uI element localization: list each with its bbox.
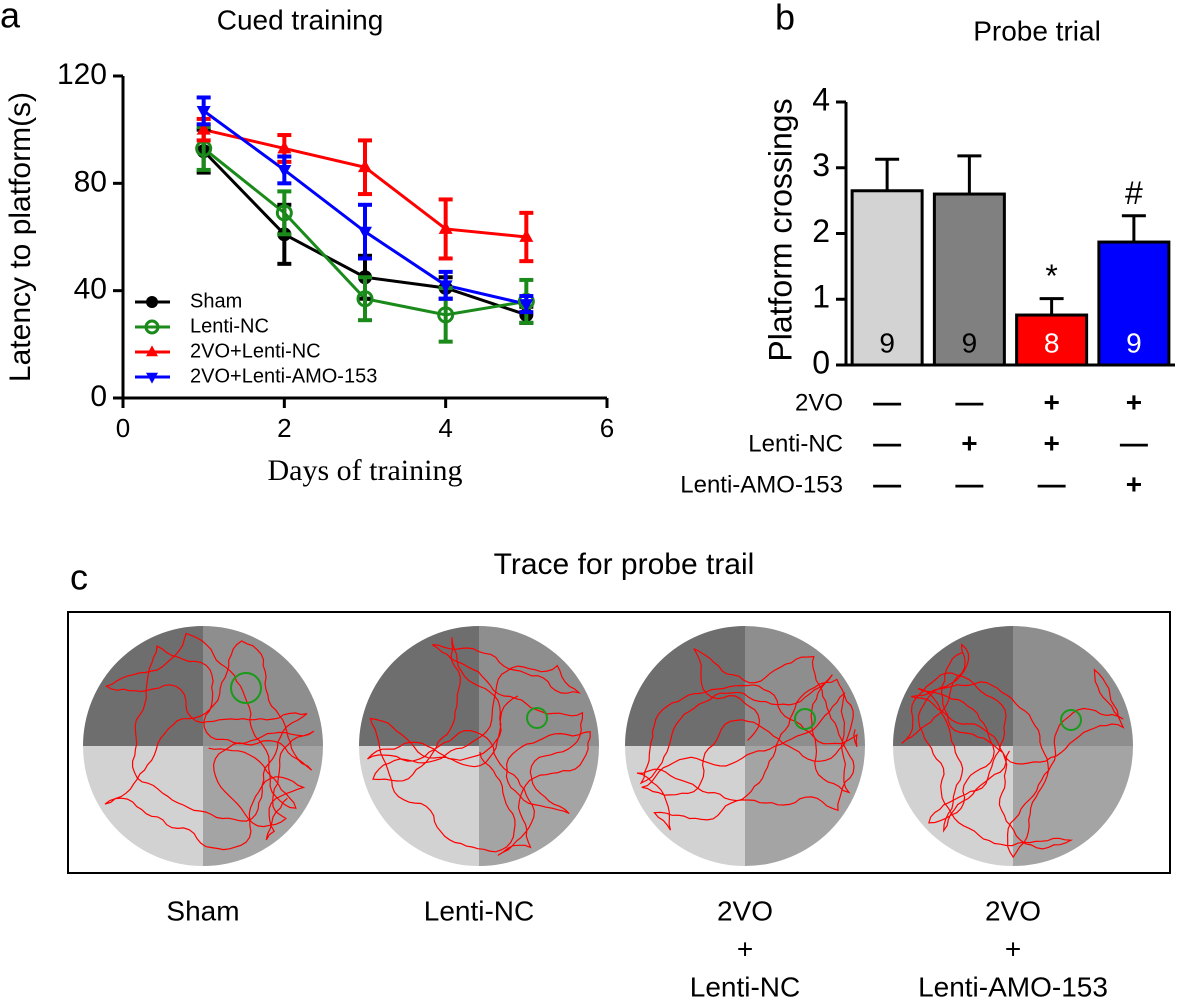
trace-caption: + bbox=[737, 933, 753, 964]
marker bbox=[146, 296, 158, 308]
trace-caption: + bbox=[1005, 933, 1021, 964]
marker bbox=[437, 306, 455, 324]
treatment-sign: — bbox=[873, 468, 901, 499]
platform bbox=[230, 672, 262, 704]
marker bbox=[438, 280, 453, 293]
trace-caption: Lenti-AMO-153 bbox=[918, 971, 1108, 1002]
x-axis-title: Days of training bbox=[268, 454, 463, 487]
n-label: 8 bbox=[1044, 327, 1060, 358]
marker bbox=[196, 105, 211, 119]
panel-label: b bbox=[775, 0, 795, 38]
trace-image bbox=[83, 626, 323, 866]
y-tick-label: 2 bbox=[812, 213, 830, 249]
swim-trace bbox=[901, 643, 1125, 859]
marker bbox=[438, 221, 453, 234]
trace-caption: 2VO bbox=[985, 895, 1041, 926]
y-tick-label: 40 bbox=[74, 273, 107, 306]
treatment-label: Lenti-AMO-153 bbox=[680, 471, 843, 498]
treatment-sign: + bbox=[1043, 427, 1059, 458]
y-tick-label: 0 bbox=[90, 380, 107, 413]
panel-label: c bbox=[70, 557, 88, 598]
treatment-sign: — bbox=[1038, 468, 1066, 499]
swim-trace bbox=[636, 647, 858, 831]
chart-title: Trace for probe trail bbox=[494, 548, 755, 581]
legend-label: 2VO+Lenti-NC bbox=[190, 340, 321, 362]
bar bbox=[932, 192, 1006, 367]
chart-title: Probe trial bbox=[973, 15, 1101, 46]
treatment-sign: + bbox=[1043, 386, 1059, 417]
y-axis-title: Platform crossings bbox=[762, 98, 798, 361]
marker bbox=[196, 121, 211, 135]
treatment-label: 2VO bbox=[795, 389, 843, 416]
x-tick-label: 6 bbox=[600, 413, 614, 443]
n-label: 9 bbox=[879, 327, 895, 358]
trace-caption: Lenti-NC bbox=[690, 971, 800, 1002]
swim-trace bbox=[104, 632, 315, 851]
treatment-sign: — bbox=[1120, 427, 1148, 458]
platform bbox=[526, 707, 548, 729]
swim-trace bbox=[367, 637, 591, 856]
y-tick-label: 1 bbox=[812, 279, 830, 315]
treatment-sign: + bbox=[1126, 468, 1142, 499]
legend-label: Lenti-NC bbox=[190, 315, 269, 337]
marker bbox=[144, 319, 160, 335]
y-axis-title: Latency to platform(s) bbox=[4, 92, 37, 382]
bar bbox=[1015, 313, 1089, 367]
bar bbox=[850, 189, 924, 367]
platform bbox=[794, 708, 816, 730]
treatment-sign: + bbox=[961, 427, 977, 458]
legend-label: 2VO+Lenti-AMO-153 bbox=[190, 365, 377, 387]
trace-caption: Lenti-NC bbox=[424, 895, 534, 926]
treatment-sign: — bbox=[955, 468, 983, 499]
x-tick-label: 0 bbox=[116, 413, 130, 443]
treatment-sign: — bbox=[955, 386, 983, 417]
y-tick-label: 80 bbox=[74, 165, 107, 198]
marker bbox=[146, 345, 158, 357]
y-tick-label: 120 bbox=[57, 58, 107, 91]
trace-caption: 2VO bbox=[717, 895, 773, 926]
marker bbox=[358, 226, 372, 240]
treatment-label: Lenti-NC bbox=[748, 430, 843, 457]
treatment-sign: — bbox=[873, 386, 901, 417]
trace-caption: Sham bbox=[166, 895, 239, 926]
chart-title: Cued training bbox=[217, 4, 384, 35]
y-tick-label: 4 bbox=[812, 81, 830, 117]
marker bbox=[275, 204, 293, 222]
marker bbox=[358, 159, 372, 173]
panel-label: a bbox=[0, 0, 21, 36]
significance-mark: # bbox=[1125, 175, 1143, 211]
treatment-sign: — bbox=[873, 427, 901, 458]
x-tick-label: 4 bbox=[438, 413, 452, 443]
trace-image bbox=[893, 626, 1133, 866]
trace-image bbox=[625, 626, 865, 866]
marker bbox=[356, 290, 374, 308]
bar bbox=[1097, 240, 1171, 367]
marker bbox=[519, 229, 534, 242]
marker bbox=[277, 140, 292, 154]
x-tick-label: 2 bbox=[277, 413, 291, 443]
y-tick-label: 3 bbox=[812, 147, 830, 183]
y-tick-label: 0 bbox=[812, 344, 830, 380]
marker bbox=[519, 299, 534, 312]
marker bbox=[277, 165, 292, 178]
platform bbox=[1060, 709, 1082, 731]
marker bbox=[146, 372, 158, 384]
n-label: 9 bbox=[1126, 327, 1142, 358]
trace-image bbox=[359, 626, 599, 866]
treatment-sign: + bbox=[1126, 386, 1142, 417]
n-label: 9 bbox=[962, 327, 978, 358]
legend-label: Sham bbox=[190, 290, 242, 312]
significance-mark: * bbox=[1045, 258, 1057, 294]
